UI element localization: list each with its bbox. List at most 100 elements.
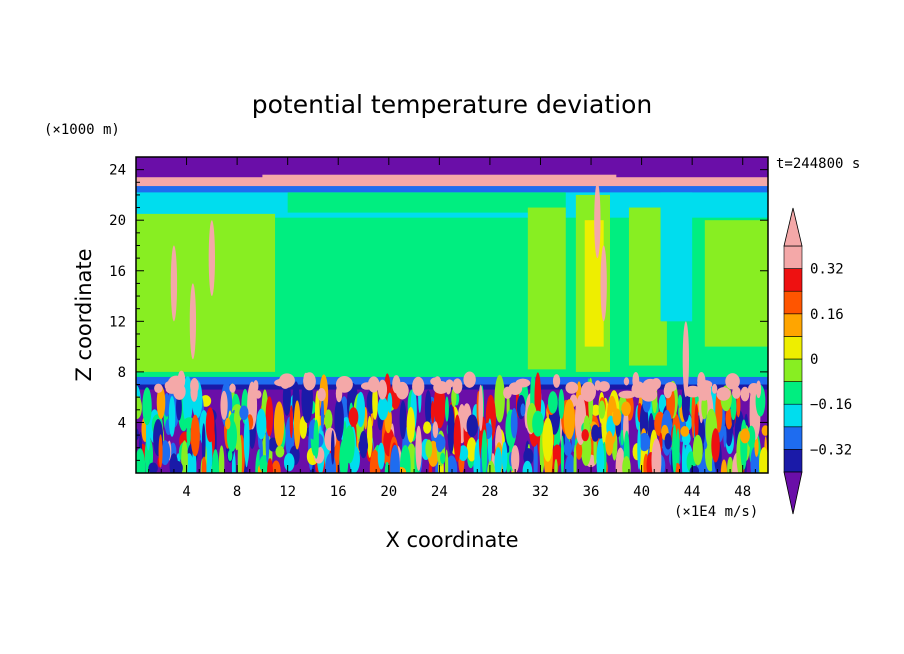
field-turbulent-cell (377, 396, 389, 421)
field-turbulent-cell (253, 380, 259, 392)
field-turbulent-cell (637, 427, 641, 470)
field-turbulent-cell (205, 407, 215, 443)
x-tick-label: 48 (734, 484, 751, 500)
field-turbulent-cell (453, 414, 461, 462)
colorbar-segment (783, 268, 803, 292)
field-turbulent-cell (390, 444, 400, 473)
field-turbulent-cell (478, 384, 484, 432)
field-turbulent-cell (720, 459, 728, 473)
field-turbulent-cell (618, 390, 636, 399)
field-turbulent-cell (523, 448, 534, 466)
field-turbulent-cell (330, 430, 335, 465)
field-streak (189, 283, 197, 360)
field-turbulent-cell (701, 395, 708, 420)
field-turbulent-cell (320, 398, 325, 432)
field-turbulent-cell (651, 378, 662, 390)
field-turbulent-cell (186, 423, 191, 446)
y-tick-label: 20 (109, 213, 126, 229)
x-tick-label: 16 (330, 484, 347, 500)
field-turbulent-cell (458, 445, 469, 462)
field-turbulent-cell (348, 407, 359, 427)
field-turbulent-cell (324, 409, 333, 430)
field-turbulent-cell (279, 373, 295, 388)
field-turbulent-cell (268, 437, 278, 452)
x-tick-label: 44 (684, 484, 701, 500)
field-turbulent-cell (581, 429, 589, 442)
field-upper-pink-band (262, 174, 617, 185)
field-turbulent-cell (142, 387, 152, 426)
field-turbulent-cell (689, 465, 700, 473)
field-turbulent-cell (358, 438, 369, 454)
field-turbulent-cell (412, 376, 425, 396)
colorbar-extend-bottom (783, 471, 803, 515)
field-turbulent-cell (218, 445, 225, 473)
field-turbulent-cell (621, 401, 631, 416)
field-turbulent-cell (591, 424, 600, 442)
field-turbulent-cell (580, 381, 597, 402)
field-turbulent-cell (681, 441, 686, 473)
field-turbulent-cell (481, 429, 488, 473)
field-turbulent-cell (575, 441, 583, 460)
field-turbulent-cell (190, 414, 200, 457)
field-turbulent-cell (136, 396, 142, 419)
colorbar-segment (783, 381, 803, 405)
field-turbulent-cell (344, 425, 355, 464)
field-turbulent-cell (598, 381, 610, 392)
field-turbulent-cell (522, 460, 533, 473)
field-turbulent-cell (168, 395, 176, 437)
field-turbulent-cell (672, 424, 677, 473)
field-turbulent-cell (156, 385, 166, 419)
field-turbulent-cell (369, 449, 381, 473)
x-tick-label: 20 (380, 484, 397, 500)
field-turbulent-cell (494, 374, 505, 423)
y-tick-label: 8 (118, 365, 126, 381)
x-tick-label: 36 (583, 484, 600, 500)
field-turbulent-cell (605, 430, 614, 456)
field-turbulent-cell (220, 390, 228, 420)
field-turbulent-cell (190, 378, 199, 394)
field-turbulent-cell (229, 383, 236, 393)
field-turbulent-cell (173, 383, 186, 400)
field-turbulent-cell (725, 408, 733, 430)
y-tick-label: 4 (118, 415, 126, 431)
field-turbulent-cell (313, 419, 319, 459)
field-streak (170, 245, 178, 322)
field-turbulent-cell (623, 377, 630, 386)
field-turbulent-cell (432, 421, 439, 439)
field-turbulent-cell (487, 460, 495, 473)
field-turbulent-cell (558, 389, 565, 420)
field-turbulent-cell (596, 438, 605, 473)
field-turbulent-cell (564, 453, 576, 473)
field-turbulent-cell (466, 437, 477, 462)
field-turbulent-cell (463, 371, 476, 388)
x-tick-label: 24 (431, 484, 448, 500)
field-turbulent-cell (438, 436, 446, 450)
field-turbulent-cell (755, 380, 762, 399)
x-tick-label: 32 (532, 484, 549, 500)
field-turbulent-cell (275, 445, 285, 458)
field-turbulent-cell (532, 410, 544, 437)
field-turbulent-cell (399, 400, 407, 440)
field-turbulent-cell (243, 415, 250, 464)
field-turbulent-cell (158, 434, 163, 468)
field-turbulent-cell (573, 444, 577, 473)
x-unit-label: (×1E4 m/s) (674, 504, 758, 520)
time-label: t=244800 s (776, 156, 860, 172)
x-tick-label: 40 (633, 484, 650, 500)
field-turbulent-cell (494, 447, 502, 473)
field-turbulent-cell (201, 456, 207, 473)
field-turbulent-cell (511, 445, 520, 473)
field-turbulent-cell (676, 428, 680, 471)
field-streak (682, 321, 690, 398)
field-turbulent-cell (399, 444, 411, 473)
x-tick-label: 4 (182, 484, 190, 500)
field-turbulent-cell (227, 449, 233, 462)
heatmap-plot-area (136, 157, 768, 473)
colorbar-segment (783, 426, 803, 450)
field-turbulent-cell (406, 406, 415, 443)
field-turbulent-cell (384, 461, 390, 473)
field-turbulent-cell (723, 425, 727, 448)
field-turbulent-cell (447, 404, 455, 454)
field-turbulent-cell (664, 433, 672, 450)
